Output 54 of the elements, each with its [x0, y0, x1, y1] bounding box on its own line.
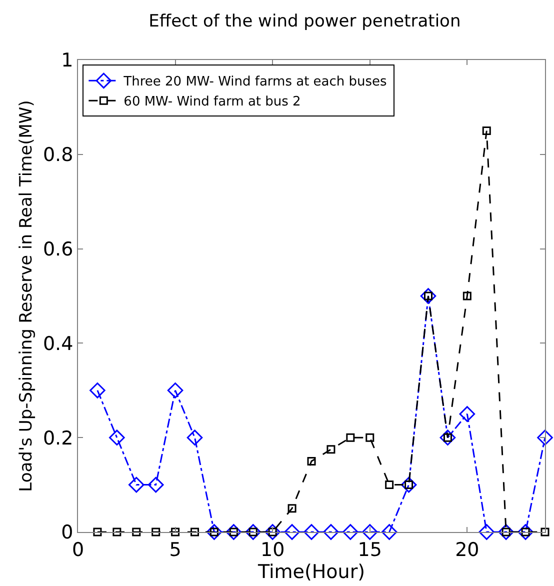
point [518, 524, 534, 540]
point [128, 476, 144, 493]
point [440, 430, 456, 446]
y-tick-label: 0.8 [42, 144, 74, 166]
point [186, 430, 203, 446]
point [366, 433, 374, 442]
y-tick-label: 0 [61, 522, 74, 544]
x-tick-label: 10 [260, 538, 285, 561]
point [385, 480, 394, 490]
point [264, 524, 280, 540]
point [90, 382, 106, 398]
point [362, 524, 378, 540]
point [381, 524, 398, 540]
point [206, 524, 222, 540]
y-axis-title: Load's Up-Spinning Reserve in Real Time(MW) [16, 100, 37, 492]
point [171, 528, 180, 536]
point [148, 476, 164, 493]
legend-label: Three 20 MW- Wind farms at each buses [122, 74, 388, 90]
y-tick-label: 1 [61, 50, 74, 72]
point [152, 528, 160, 536]
point [462, 292, 472, 300]
point [245, 524, 262, 540]
y-tick-label: 0.4 [42, 332, 74, 355]
x-tick-label: 15 [358, 538, 382, 561]
point [109, 430, 125, 446]
point [478, 524, 495, 540]
legend-label: 60 MW- Wind farm at bus 2 [124, 94, 301, 110]
point [284, 524, 300, 540]
point [167, 382, 184, 398]
x-tick-label: 20 [455, 538, 480, 561]
point [226, 524, 242, 540]
point [190, 528, 199, 536]
point [326, 445, 336, 454]
point [112, 528, 122, 536]
x-axis-title: Time(Hour) [256, 560, 366, 583]
point [132, 528, 141, 536]
point [346, 433, 355, 442]
y-tick-label: 0.6 [42, 238, 74, 260]
point [459, 406, 476, 422]
chart-title: Effect of the wind power penetration [148, 12, 461, 32]
point [400, 476, 417, 493]
point [323, 524, 339, 540]
y-tick-label: 0.2 [42, 427, 74, 450]
point [304, 524, 320, 540]
point [498, 524, 514, 540]
point [420, 288, 436, 304]
point [540, 528, 550, 536]
point [342, 524, 358, 540]
point [537, 430, 553, 446]
point [307, 456, 316, 466]
point [482, 126, 491, 136]
point [93, 528, 102, 536]
x-tick-label: 5 [169, 538, 182, 561]
point [288, 504, 296, 513]
